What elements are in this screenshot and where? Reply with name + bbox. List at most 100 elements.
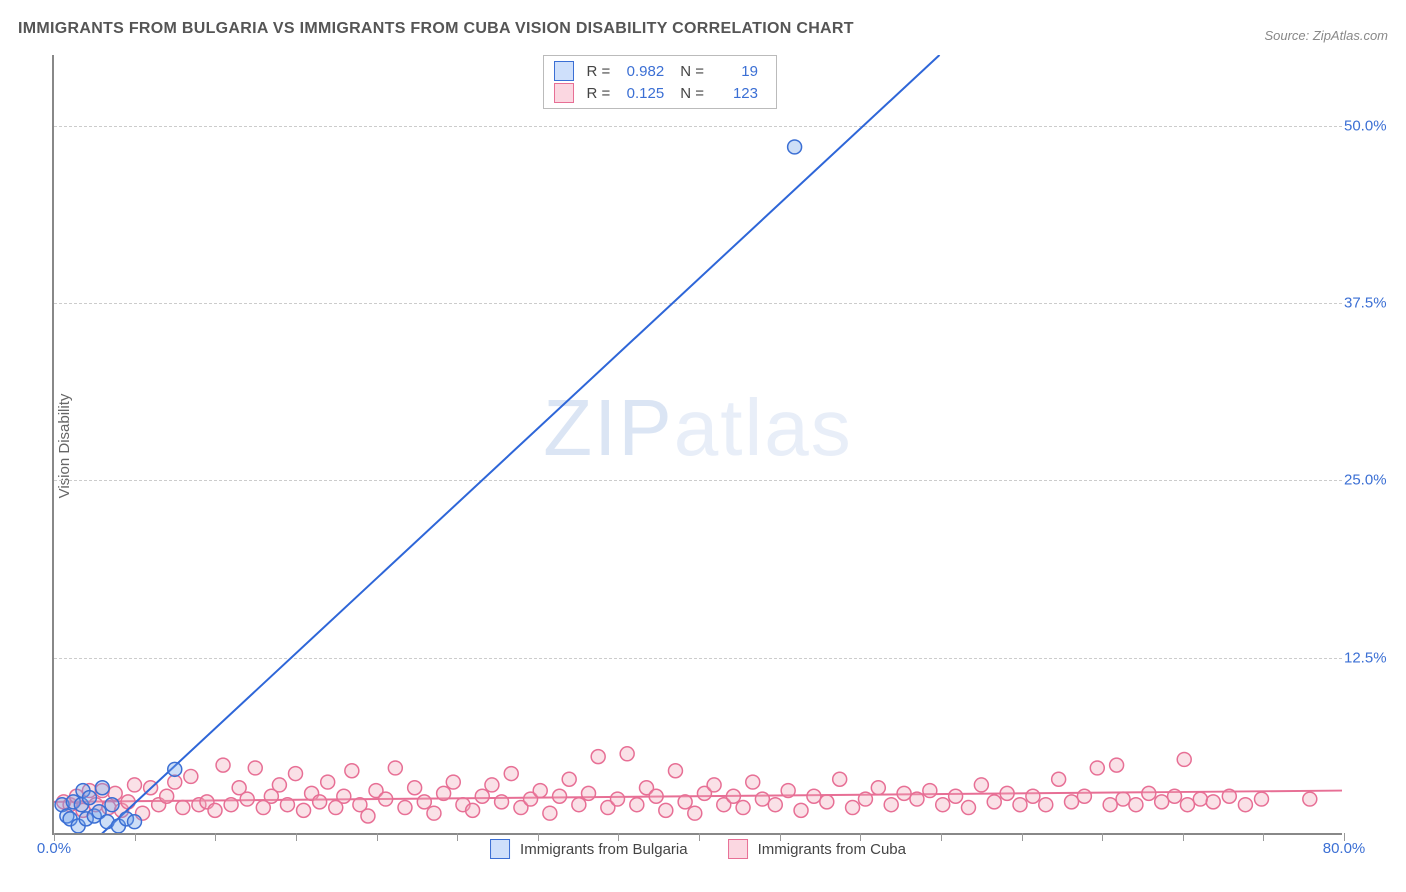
data-point <box>398 801 412 815</box>
n-value-cuba: 123 <box>712 85 758 102</box>
data-point <box>923 784 937 798</box>
x-tick-mark <box>135 833 136 841</box>
data-point <box>1238 798 1252 812</box>
data-point <box>543 806 557 820</box>
data-point <box>949 789 963 803</box>
data-point <box>678 795 692 809</box>
scatter-svg <box>54 55 1342 833</box>
data-point <box>668 764 682 778</box>
x-tick-mark <box>296 833 297 841</box>
data-point <box>437 786 451 800</box>
data-point <box>1177 752 1191 766</box>
data-point <box>121 795 135 809</box>
data-point <box>446 775 460 789</box>
data-point <box>1180 798 1194 812</box>
x-tick-mark <box>780 833 781 841</box>
chart-title: IMMIGRANTS FROM BULGARIA VS IMMIGRANTS F… <box>18 20 854 38</box>
legend-swatch <box>490 839 510 859</box>
data-point <box>591 750 605 764</box>
data-point <box>1155 795 1169 809</box>
n-label: N = <box>680 63 704 80</box>
stats-legend-box: R = 0.982 N = 19 R = 0.125 N = 123 <box>543 55 777 109</box>
data-point <box>417 795 431 809</box>
data-point <box>533 784 547 798</box>
data-point <box>224 798 238 812</box>
data-point <box>807 789 821 803</box>
data-point <box>1110 758 1124 772</box>
x-tick-mark <box>215 833 216 841</box>
data-point <box>858 792 872 806</box>
data-point <box>649 789 663 803</box>
x-tick-mark <box>377 833 378 841</box>
data-point <box>961 801 975 815</box>
data-point <box>562 772 576 786</box>
data-point <box>1026 789 1040 803</box>
data-point <box>611 792 625 806</box>
data-point <box>313 795 327 809</box>
data-point <box>768 798 782 812</box>
data-point <box>337 789 351 803</box>
data-point <box>475 789 489 803</box>
data-point <box>345 764 359 778</box>
swatch-cuba <box>554 83 574 103</box>
data-point <box>688 806 702 820</box>
regression-line <box>54 55 940 833</box>
data-point <box>280 798 294 812</box>
data-point <box>321 775 335 789</box>
data-point <box>788 140 802 154</box>
stats-row-cuba: R = 0.125 N = 123 <box>554 82 766 104</box>
x-tick-mark <box>941 833 942 841</box>
data-point <box>910 792 924 806</box>
data-point <box>794 803 808 817</box>
data-point <box>248 761 262 775</box>
data-point <box>1222 789 1236 803</box>
data-point <box>168 775 182 789</box>
data-point <box>746 775 760 789</box>
data-point <box>833 772 847 786</box>
data-point <box>1052 772 1066 786</box>
data-point <box>936 798 950 812</box>
data-point <box>176 801 190 815</box>
data-point <box>1116 792 1130 806</box>
data-point <box>659 803 673 817</box>
data-point <box>884 798 898 812</box>
data-point <box>466 803 480 817</box>
n-value-bulgaria: 19 <box>712 63 758 80</box>
r-value-cuba: 0.125 <box>618 85 664 102</box>
data-point <box>485 778 499 792</box>
data-point <box>504 767 518 781</box>
data-point <box>582 786 596 800</box>
plot-area: ZIPatlas 12.5%25.0%37.5%50.0% R = 0.982 … <box>52 55 1342 835</box>
legend-bottom: Immigrants from BulgariaImmigrants from … <box>490 839 906 859</box>
data-point <box>95 781 109 795</box>
data-point <box>630 798 644 812</box>
data-point <box>168 762 182 776</box>
data-point <box>1168 789 1182 803</box>
x-tick-label: 80.0% <box>1323 840 1366 857</box>
data-point <box>1193 792 1207 806</box>
data-point <box>1103 798 1117 812</box>
x-tick-mark <box>457 833 458 841</box>
data-point <box>707 778 721 792</box>
y-tick-label: 12.5% <box>1344 649 1400 666</box>
data-point <box>184 769 198 783</box>
r-label: R = <box>586 85 610 102</box>
data-point <box>361 809 375 823</box>
data-point <box>105 798 119 812</box>
data-point <box>427 806 441 820</box>
data-point <box>572 798 586 812</box>
r-label: R = <box>586 63 610 80</box>
data-point <box>897 786 911 800</box>
legend-item: Immigrants from Cuba <box>728 839 906 859</box>
x-tick-mark <box>1263 833 1264 841</box>
x-tick-mark <box>1183 833 1184 841</box>
data-point <box>987 795 1001 809</box>
data-point <box>289 767 303 781</box>
y-tick-label: 50.0% <box>1344 117 1400 134</box>
x-tick-label: 0.0% <box>37 840 71 857</box>
data-point <box>846 801 860 815</box>
data-point <box>736 801 750 815</box>
legend-swatch <box>728 839 748 859</box>
data-point <box>1090 761 1104 775</box>
data-point <box>408 781 422 795</box>
